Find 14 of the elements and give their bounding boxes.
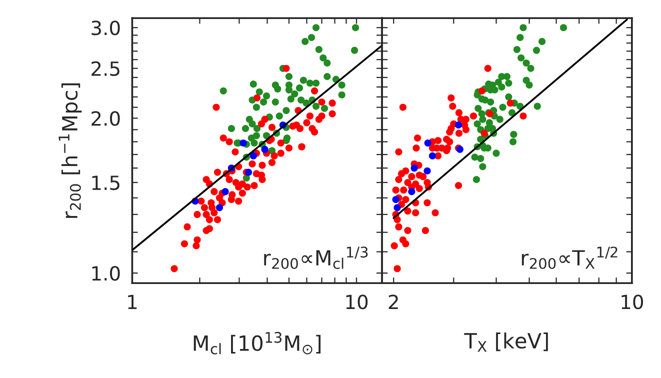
x-axis-title: T$_{X}$ [keV]	[464, 332, 548, 352]
y-tick-label: 1.0	[92, 266, 120, 281]
y-axis-title: r$_{200}$ [h$^{−1}$Mpc]	[58, 83, 82, 218]
x-tick-label: 1	[128, 294, 137, 310]
y-tick-label: 2.0	[92, 111, 120, 126]
y-tick-label: 3.0	[92, 20, 120, 36]
x-axis-title: M$_{cl}$ [10$^{13}$M$_{⊙}$]	[194, 332, 321, 354]
annotation: r$_{200}$∝M$_{cl}$$^{1/3}$	[264, 246, 368, 270]
y-tick-label: 1.5	[92, 176, 120, 190]
y-tick-label: 2.5	[92, 61, 120, 76]
x-tick-label: 2	[388, 294, 398, 310]
x-tick-label: 10	[346, 294, 368, 310]
annotation: r$_{200}$∝T$_{X}$$^{1/2}$	[522, 246, 618, 270]
x-tick-label: 10	[622, 294, 643, 310]
